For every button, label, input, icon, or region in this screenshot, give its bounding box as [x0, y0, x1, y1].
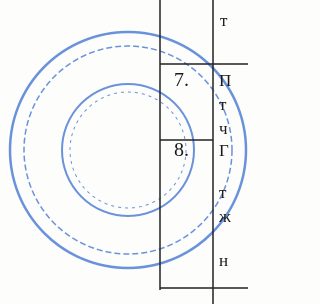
- cell-text: П: [219, 71, 231, 90]
- row-number: 8.: [174, 139, 189, 161]
- cell-text: т: [219, 183, 227, 202]
- cell-text: ч: [219, 119, 228, 138]
- stamp-outer-ring: [10, 32, 246, 268]
- cell-text: т: [220, 11, 228, 30]
- stamp-inner-text: [70, 92, 186, 208]
- cell-text: т: [219, 95, 227, 114]
- cell-text: Г: [219, 141, 229, 160]
- cell-text: ж: [218, 207, 231, 226]
- stamp: [10, 32, 246, 268]
- stamp-text-ring: [24, 46, 232, 254]
- page: {"top_lines": ["т"], "rows": [ {"number"…: [0, 0, 248, 304]
- row-number: 7.: [174, 69, 189, 91]
- cell-text: н: [219, 251, 228, 270]
